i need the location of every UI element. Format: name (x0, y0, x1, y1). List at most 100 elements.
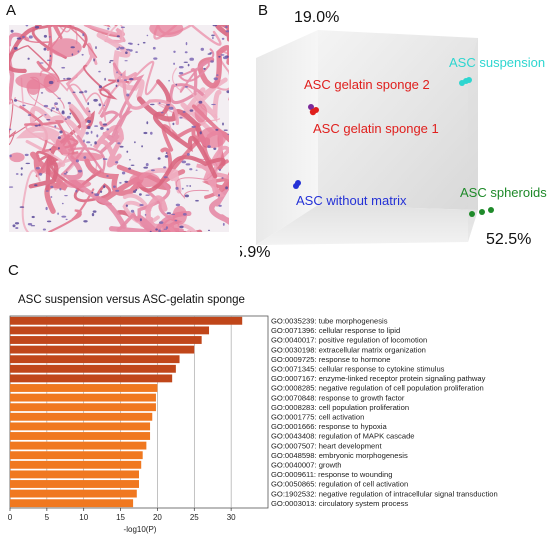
cell-nucleus (61, 215, 67, 218)
cell-nucleus (129, 159, 131, 161)
category-label: GO:0009725: response to hormone (271, 355, 390, 364)
cell-nucleus (75, 189, 78, 193)
x-tick-label: 20 (153, 513, 162, 522)
pca-point (308, 104, 314, 110)
pca-label-asc-spheroids: ASC spheroids (460, 185, 547, 200)
cell-nucleus (50, 109, 53, 112)
cell-nucleus (34, 124, 39, 127)
cell-nucleus (225, 30, 229, 33)
cell-nucleus (96, 134, 99, 138)
cell-nucleus (117, 142, 121, 145)
cell-nucleus (182, 213, 187, 216)
cell-nucleus (183, 61, 188, 63)
cell-nucleus (179, 225, 184, 229)
chart-title: ASC suspension versus ASC-gelatin sponge (18, 294, 245, 306)
cell-nucleus (150, 131, 153, 135)
tissue-blob (62, 179, 92, 188)
cell-nucleus (61, 66, 66, 69)
cell-nucleus (146, 121, 149, 125)
cell-nucleus (164, 155, 169, 158)
cell-nucleus (146, 34, 149, 37)
cell-nucleus (189, 168, 193, 171)
cell-nucleus (83, 139, 85, 143)
category-label: GO:0070848: response to growth factor (271, 393, 405, 402)
cell-nucleus (88, 110, 91, 113)
cell-nucleus (150, 103, 155, 106)
cell-nucleus (13, 46, 18, 50)
cell-nucleus (139, 193, 142, 196)
cell-nucleus (210, 60, 214, 63)
cell-nucleus (9, 186, 14, 188)
cell-nucleus (90, 130, 93, 134)
cell-nucleus (45, 190, 49, 192)
cell-nucleus (213, 77, 218, 81)
pca-floor (256, 205, 478, 245)
tissue-strand (71, 25, 124, 44)
cell-nucleus (27, 57, 30, 60)
cell-nucleus (135, 51, 138, 53)
cell-nucleus (90, 144, 92, 146)
cell-nucleus (34, 184, 38, 187)
pca-point (479, 209, 485, 215)
cell-nucleus (57, 97, 61, 100)
cell-nucleus (24, 153, 29, 157)
cell-nucleus (216, 74, 219, 76)
cell-nucleus (94, 125, 99, 127)
cell-nucleus (64, 195, 68, 197)
cell-nucleus (185, 163, 191, 166)
cell-nucleus (119, 182, 122, 184)
cell-nucleus (120, 74, 123, 76)
cell-nucleus (83, 156, 87, 159)
cell-nucleus (44, 114, 47, 116)
tissue-strand (171, 67, 218, 118)
cell-nucleus (69, 112, 72, 115)
pca-axis-percent-right: 52.5% (486, 231, 531, 248)
cell-nucleus (163, 176, 168, 179)
cell-nucleus (175, 83, 178, 86)
cell-nucleus (119, 145, 124, 148)
cell-nucleus (19, 206, 25, 208)
cell-nucleus (123, 79, 127, 81)
cell-nucleus (179, 117, 183, 119)
pca-point (313, 107, 319, 113)
cell-nucleus (94, 193, 100, 197)
tissue-strand (83, 64, 130, 100)
cell-nucleus (35, 167, 40, 170)
cell-nucleus (20, 173, 23, 176)
cell-nucleus (38, 172, 43, 176)
category-label: GO:0001775: cell activation (271, 412, 364, 421)
tissue-strand (209, 181, 229, 225)
cell-nucleus (61, 202, 64, 205)
cell-nucleus (125, 204, 128, 207)
cell-nucleus (116, 47, 120, 50)
tissue-strand (179, 87, 222, 123)
cell-nucleus (63, 172, 67, 175)
cell-nucleus (13, 99, 18, 102)
cell-nucleus (55, 107, 59, 111)
cell-nucleus (142, 41, 146, 44)
cell-nucleus (226, 90, 229, 94)
cell-nucleus (65, 218, 68, 221)
bar (10, 384, 158, 392)
pca-back-wall (318, 30, 478, 210)
cell-nucleus (27, 223, 33, 226)
cell-nucleus (104, 77, 106, 81)
category-label: GO:0040007: growth (271, 460, 342, 469)
cell-nucleus (48, 36, 51, 38)
cell-nucleus (189, 185, 192, 187)
cell-nucleus (51, 107, 55, 110)
x-tick-label: 30 (227, 513, 236, 522)
cell-nucleus (187, 63, 190, 67)
pca-label-asc-gelatin-sponge-1: ASC gelatin sponge 1 (313, 121, 439, 136)
tissue-strand (21, 169, 51, 232)
bar (10, 345, 195, 354)
cell-nucleus (157, 157, 161, 160)
category-label: GO:0050865: regulation of cell activatio… (271, 480, 408, 489)
cell-nucleus (94, 141, 97, 145)
cell-nucleus (120, 26, 125, 29)
tissue-strand (9, 32, 30, 105)
category-label: GO:1902532: negative regulation of intra… (271, 489, 498, 498)
cell-nucleus (106, 128, 109, 131)
cell-nucleus (57, 147, 60, 150)
tissue-strand (175, 158, 218, 200)
